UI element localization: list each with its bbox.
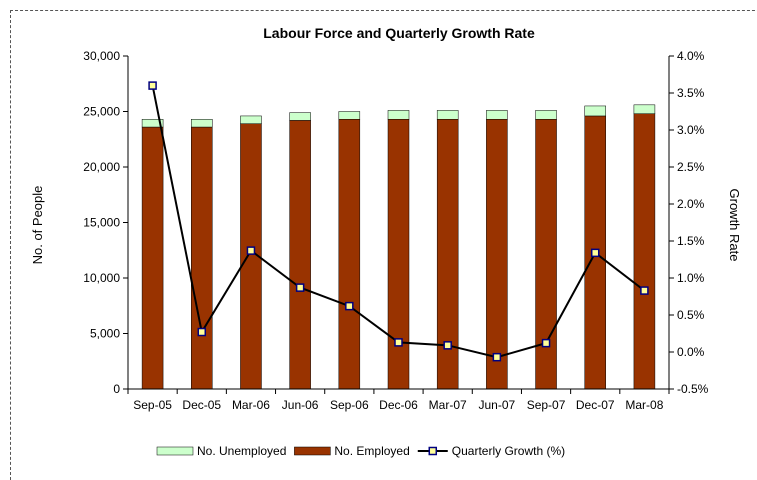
employed-bar [486, 119, 508, 390]
y2-axis-label: Growth Rate [727, 189, 742, 262]
x-tick-label: Dec-06 [379, 398, 418, 412]
y-tick-label: 20,000 [83, 160, 120, 174]
y2-tick-label: 1.5% [677, 234, 705, 248]
growth-marker [148, 81, 157, 90]
y-tick-label: 15,000 [83, 216, 120, 230]
y-tick-label: 0 [113, 382, 120, 396]
x-tick-label: Jun-07 [479, 398, 516, 412]
growth-marker [541, 338, 551, 348]
x-tick-label: Mar-06 [232, 398, 270, 412]
employed-bar [141, 126, 164, 390]
growth-marker [640, 286, 649, 295]
employed-bar [633, 113, 656, 390]
y-axis-label: No. of People [30, 186, 45, 265]
y2-tick-label: 0.0% [677, 345, 705, 359]
growth-marker [246, 246, 256, 255]
y-tick-label: 10,000 [83, 271, 120, 285]
x-tick-label: Dec-07 [576, 398, 615, 412]
y2-tick-label: 2.0% [677, 197, 705, 211]
growth-marker [197, 327, 207, 337]
unemployed-bar [141, 119, 164, 128]
legend-label: No. Employed [334, 444, 409, 458]
unemployed-bar [436, 110, 459, 120]
growth-marker [590, 248, 600, 258]
y2-tick-label: 3.5% [677, 86, 705, 100]
y2-tick-label: 1.0% [677, 271, 705, 285]
growth-marker [295, 283, 305, 292]
x-tick-label: Dec-05 [182, 398, 221, 412]
growth-marker [345, 301, 354, 311]
chart-frame [10, 10, 757, 480]
y-tick-label: 25,000 [83, 105, 120, 119]
growth-marker [394, 338, 403, 347]
y2-tick-label: -0.5% [677, 382, 709, 396]
x-tick-label: Mar-08 [625, 398, 663, 412]
employed-bar [289, 120, 311, 390]
growth-marker [492, 352, 502, 362]
y-tick-label: 30,000 [83, 49, 120, 63]
x-tick-label: Sep-06 [330, 398, 369, 412]
x-tick-label: Jun-06 [282, 398, 319, 412]
unemployed-bar [191, 119, 213, 128]
employed-bar [191, 126, 213, 390]
unemployed-bar [240, 115, 262, 124]
legend-label: Quarterly Growth (%) [452, 444, 565, 458]
bar-group [141, 104, 656, 390]
x-tick-label: Sep-07 [527, 398, 566, 412]
x-tick-label: Sep-05 [133, 398, 172, 412]
legend-swatch [156, 446, 194, 456]
growth-marker [443, 341, 452, 350]
y2-tick-label: 0.5% [677, 308, 705, 322]
unemployed-bar [535, 110, 557, 120]
employed-bar [387, 119, 410, 390]
axes: 0 5,000 10,000 15,000 20,000 25,000 30,000 -0.5… [83, 49, 708, 412]
unemployed-bar [387, 110, 410, 120]
y-tick-label: 5,000 [90, 327, 120, 341]
legend-swatch [294, 446, 331, 456]
growth-line [148, 81, 649, 362]
legend: No. Unemployed No. Employed Quarterly Grow… [156, 444, 565, 458]
unemployed-bar [338, 111, 361, 120]
y2-tick-label: 2.5% [677, 160, 705, 174]
employed-bar [535, 119, 557, 390]
unemployed-bar [633, 104, 656, 114]
legend-label: No. Unemployed [197, 444, 286, 458]
chart-canvas: Labour Force and Quarterly Growth Rate 0… [30, 25, 742, 458]
y2-tick-label: 4.0% [677, 49, 705, 63]
unemployed-bar [486, 110, 508, 120]
unemployed-bar [584, 105, 606, 117]
y2-tick-label: 3.0% [677, 123, 705, 137]
employed-bar [338, 119, 361, 390]
chart-title: Labour Force and Quarterly Growth Rate [263, 25, 535, 41]
legend-marker-swatch [428, 446, 438, 456]
x-tick-label: Mar-07 [429, 398, 467, 412]
unemployed-bar [289, 112, 311, 121]
